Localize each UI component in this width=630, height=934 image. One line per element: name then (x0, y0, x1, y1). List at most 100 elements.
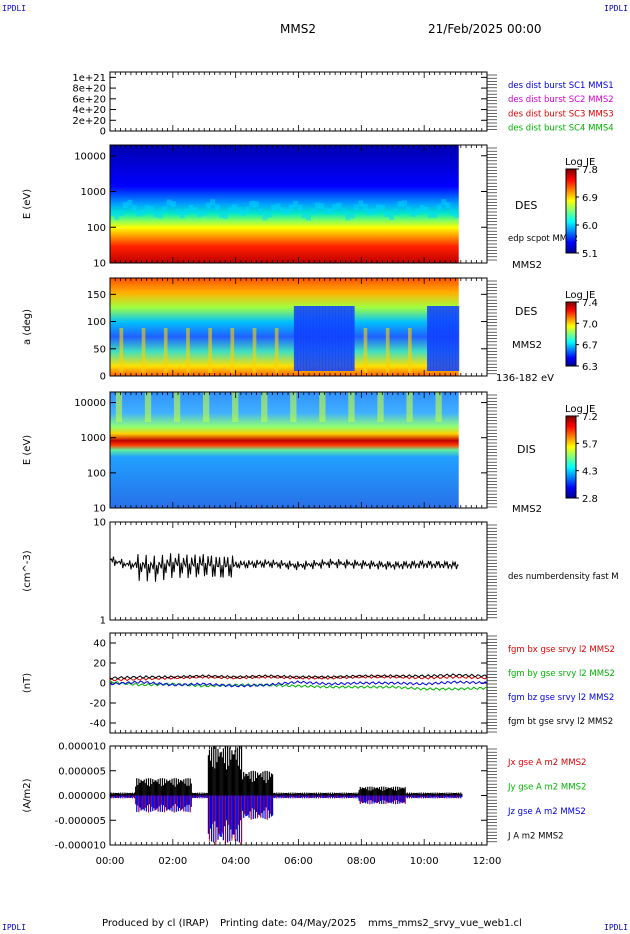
bfield-tick-label: 0 (100, 679, 106, 690)
spectrogram-cell (449, 306, 453, 371)
footer-filename: mms_mms2_srvy_vue_web1.cl (368, 918, 522, 929)
dis-energy-tick-label: 10 (93, 504, 106, 515)
burst-legend-entry: des dist burst SC3 MMS3 (508, 109, 614, 119)
spectrogram-cell (347, 306, 352, 371)
spectrogram-cell (201, 209, 207, 216)
spectrogram-cell (232, 204, 237, 211)
corner-mark-br: IPDLI (604, 923, 629, 932)
spectrogram-cell (430, 306, 434, 371)
spectrogram-cell (223, 212, 229, 219)
colorbar-tick-label: 6.3 (582, 362, 598, 373)
spectrogram-cell (410, 210, 416, 217)
spectrogram-cell (316, 306, 320, 371)
spectrogram-cell (419, 204, 425, 211)
spectrogram-cell (363, 328, 368, 373)
spectrogram-cell (131, 205, 137, 212)
spectrogram-cell (252, 328, 257, 373)
spectrogram-cell (261, 392, 268, 422)
spectrogram-cell (428, 212, 434, 219)
burst-tick-label: 4e+20 (72, 105, 106, 116)
spectrogram-cell (393, 208, 399, 215)
current-legend-entry: Jy gse A m2 MMS2 (507, 783, 586, 793)
colorbar-tick-label: 7.4 (582, 298, 598, 309)
spectrogram-cell (385, 328, 390, 373)
spectrogram-cell (144, 205, 150, 212)
spectrogram-cell (402, 200, 407, 207)
spectrogram-cell (162, 205, 168, 212)
spectrogram-cell (328, 306, 333, 371)
spectrogram-cell (442, 306, 447, 371)
spectrogram-cell (205, 202, 211, 209)
spectrogram-cell (371, 208, 377, 215)
des-energy-tick-label: 100 (87, 223, 106, 234)
spectrogram-cell (338, 306, 342, 371)
colorbar-tick-label: 7.2 (582, 412, 598, 423)
spectrogram-cell (140, 209, 146, 216)
spectrogram-cell (415, 208, 420, 215)
spectrogram-cell (439, 306, 444, 371)
spectrogram-cell (336, 202, 342, 209)
dis-energy-ylabel: E (eV) (22, 435, 33, 465)
burst-tick-label: 6e+20 (72, 94, 106, 105)
bfield-ylabel: (nT) (22, 673, 33, 693)
des-energy-ylabel: E (eV) (22, 189, 33, 219)
colorbar-title: Log JE (565, 290, 595, 301)
colorbar-tick-label: 5.7 (582, 439, 598, 450)
spectrogram-cell (319, 203, 325, 210)
spectrogram-cell (322, 306, 327, 371)
colorbar-title: Log JE (565, 404, 595, 415)
current-legend-entry: Jx gse A m2 MMS2 (507, 758, 586, 768)
spectrogram-cell (230, 328, 235, 373)
des-energy-spacecraft: MMS2 (512, 260, 542, 271)
spectrogram-cell (197, 211, 203, 218)
spectrogram-cell (119, 328, 124, 373)
spectrogram-cell (432, 211, 438, 218)
corner-mark-tr: IPDLI (604, 4, 629, 13)
spectrogram-cell (452, 306, 457, 371)
burst-panel-frame (109, 71, 488, 132)
spectrogram-cell (446, 306, 450, 371)
spectrogram-cell (303, 306, 308, 371)
spectrogram-cell (309, 306, 314, 371)
burst-legend-entry: des dist burst SC1 MMS1 (508, 81, 614, 91)
spectrogram-cell (288, 204, 294, 211)
footer-printing-date: Printing date: 04/May/2025 (220, 918, 357, 929)
colorbar-tick-label: 6.7 (582, 341, 598, 352)
des-pitch-tick-label: 150 (87, 290, 106, 301)
spectrogram-cell (293, 306, 298, 371)
spectrogram-cell (380, 205, 386, 212)
spectrogram-cell (348, 392, 355, 422)
spectrogram-cell (319, 392, 326, 422)
spectrogram-cell (358, 200, 364, 207)
x-tick-label: 02:00 (158, 856, 187, 867)
spectrogram-cell (297, 204, 303, 211)
spectrogram-cell (144, 392, 152, 422)
spectrogram-cell (136, 210, 142, 217)
spectrogram-cell (293, 201, 298, 208)
spectrogram-cell (406, 206, 412, 213)
spectrogram-cell (377, 392, 384, 422)
bfield-tick-label: 20 (93, 659, 106, 670)
burst-tick-label: 0 (100, 127, 106, 138)
spectrogram-cell (323, 207, 329, 214)
x-tick-label: 00:00 (96, 856, 125, 867)
x-tick-label: 04:00 (221, 856, 250, 867)
spectrogram-cell (192, 207, 198, 214)
spectrogram-cell (258, 208, 264, 215)
spectrogram-cell (202, 392, 210, 422)
spectrogram-cell (408, 328, 412, 373)
des-pitch-spacecraft: MMS2 (512, 340, 542, 351)
colorbar (565, 415, 577, 499)
spectrogram-cell (436, 204, 442, 211)
colorbar-tick-label: 6.0 (582, 221, 598, 232)
spectrogram-cell (188, 205, 194, 212)
colorbar (565, 168, 577, 254)
spectrogram-cell (310, 208, 316, 215)
spectrogram-cell (454, 212, 460, 219)
bfield-legend-entry: fgm bz gse srvy l2 MMS2 (508, 693, 614, 703)
spectrogram-cell (345, 214, 351, 221)
spectrogram-cell (327, 208, 333, 215)
burst-legend-entry: des dist burst SC2 MMS2 (508, 95, 614, 105)
spectrogram-cell (245, 206, 250, 213)
density-legend-entry: des numberdensity fast M (508, 572, 619, 582)
